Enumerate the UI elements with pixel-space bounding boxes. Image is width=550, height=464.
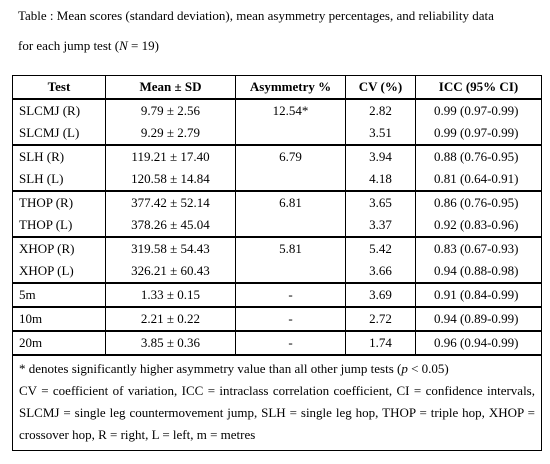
- table-cell: [235, 260, 346, 283]
- table-cell: 5.81: [235, 236, 346, 260]
- table-cell: 0.96 (0.94-0.99): [415, 330, 542, 355]
- table-cell: 10m: [12, 306, 106, 331]
- table-cell: 0.91 (0.84-0.99): [415, 282, 542, 307]
- table-cell: 120.58 ± 14.84: [105, 168, 236, 191]
- header-row: Test Mean ± SD Asymmetry % CV (%) ICC (95% C…: [12, 75, 542, 100]
- table-cell: 9.79 ± 2.56: [105, 99, 236, 122]
- table-cell: 0.81 (0.64-0.91): [415, 168, 542, 191]
- table-cell: 3.94: [345, 144, 416, 168]
- table-cell: 326.21 ± 60.43: [105, 260, 236, 283]
- table-row: THOP (L) 378.26 ± 45.04 3.37 0.92 (0.83-0.9…: [12, 214, 542, 237]
- table-cell: SLH (L): [12, 168, 106, 191]
- table-cell: SLH (R): [12, 144, 106, 168]
- caption-n: N: [119, 38, 128, 53]
- table-cell: 378.26 ± 45.04: [105, 214, 236, 237]
- table-cell: 0.86 (0.76-0.95): [415, 190, 542, 214]
- table-cell: 9.29 ± 2.79: [105, 122, 236, 145]
- footnote: CV = coefficient of variation, ICC = int…: [19, 383, 535, 442]
- table-cell: 6.79: [235, 144, 346, 168]
- table-cell: THOP (R): [12, 190, 106, 214]
- caption-line: Table : Mean scores (standard deviation)…: [18, 8, 494, 24]
- footnote: * denotes significantly higher asymmetry…: [19, 358, 535, 380]
- caption-line: for each jump test (N = 19): [18, 38, 159, 54]
- table-cell: [235, 122, 346, 145]
- results-table: Test Mean ± SD Asymmetry % CV (%) ICC (95% C…: [12, 75, 542, 451]
- table-row: SLCMJ (R) 9.79 ± 2.56 12.54* 2.82 0.99 (0.97…: [12, 99, 542, 122]
- table-cell: 1.33 ± 0.15: [105, 282, 236, 307]
- table-cell: [235, 168, 346, 191]
- table-row: THOP (R) 377.42 ± 52.14 6.81 3.65 0.86 (0.76…: [12, 190, 542, 214]
- table-cell: 0.83 (0.67-0.93): [415, 236, 542, 260]
- table-cell: 0.94 (0.89-0.99): [415, 306, 542, 331]
- table-cell: XHOP (R): [12, 236, 106, 260]
- footnote-text: < 0.05): [407, 361, 449, 376]
- footnote-cell: * denotes significantly higher asymmetry…: [12, 354, 542, 451]
- table-cell: 3.66: [345, 260, 416, 283]
- table-cell: 5m: [12, 282, 106, 307]
- table-cell: 3.65: [345, 190, 416, 214]
- table-cell: 2.21 ± 0.22: [105, 306, 236, 331]
- header-cell: Asymmetry %: [235, 75, 346, 100]
- table-cell: 3.85 ± 0.36: [105, 330, 236, 355]
- table-row: XHOP (R) 319.58 ± 54.43 5.81 5.42 0.83 (0.67…: [12, 236, 542, 260]
- table-cell: 0.92 (0.83-0.96): [415, 214, 542, 237]
- table-cell: 5.42: [345, 236, 416, 260]
- table-cell: 1.74: [345, 330, 416, 355]
- table-cell: [235, 214, 346, 237]
- table-cell: SLCMJ (L): [12, 122, 106, 145]
- table-cell: 3.69: [345, 282, 416, 307]
- table-cell: 119.21 ± 17.40: [105, 144, 236, 168]
- table-cell: 0.94 (0.88-0.98): [415, 260, 542, 283]
- table-cell: 0.99 (0.97-0.99): [415, 99, 542, 122]
- table-row: 10m 2.21 ± 0.22-2.72 0.94 (0.89-0.99): [12, 306, 542, 331]
- table-cell: SLCMJ (R): [12, 99, 106, 122]
- table-row: 5m 1.33 ± 0.15-3.69 0.91 (0.84-0.99): [12, 282, 542, 307]
- table-cell: 12.54*: [235, 99, 346, 122]
- table-cell: THOP (L): [12, 214, 106, 237]
- table-row: SLH (L) 120.58 ± 14.84 4.18 0.81 (0.64-0.91…: [12, 168, 542, 191]
- footnote-text: * denotes significantly higher asymmetry…: [19, 361, 402, 376]
- table-cell: 2.82: [345, 99, 416, 122]
- table-cell: 3.37: [345, 214, 416, 237]
- caption-text: = 19): [127, 38, 159, 53]
- table-cell: -: [235, 282, 346, 307]
- header-cell: ICC (95% CI): [415, 75, 542, 100]
- table-cell: 377.42 ± 52.14: [105, 190, 236, 214]
- caption-text: Table : Mean scores (standard deviation)…: [18, 8, 494, 23]
- footnote-row: * denotes significantly higher asymmetry…: [12, 354, 542, 451]
- caption-text: for each jump test (: [18, 38, 120, 53]
- table-cell: 20m: [12, 330, 106, 355]
- table-cell: 3.51: [345, 122, 416, 145]
- footnote-p: p: [401, 361, 408, 376]
- table-cell: 2.72: [345, 306, 416, 331]
- table-cell: -: [235, 306, 346, 331]
- header-cell: CV (%): [345, 75, 416, 100]
- table-row: 20m 3.85 ± 0.36-1.74 0.96 (0.94-0.99): [12, 330, 542, 355]
- table-row: SLH (R) 119.21 ± 17.40 6.79 3.94 0.88 (0.76-…: [12, 144, 542, 168]
- table-cell: -: [235, 330, 346, 355]
- header-cell: Test: [12, 75, 106, 100]
- table-cell: 0.88 (0.76-0.95): [415, 144, 542, 168]
- header-cell: Mean ± SD: [105, 75, 236, 100]
- table-row: SLCMJ (L) 9.29 ± 2.79 3.51 0.99 (0.97-0.99): [12, 122, 542, 145]
- table-cell: 0.99 (0.97-0.99): [415, 122, 542, 145]
- table-row: XHOP (L) 326.21 ± 60.43 3.66 0.94 (0.88-0.9…: [12, 260, 542, 283]
- table-cell: 4.18: [345, 168, 416, 191]
- table-cell: XHOP (L): [12, 260, 106, 283]
- table-cell: 6.81: [235, 190, 346, 214]
- table-cell: 319.58 ± 54.43: [105, 236, 236, 260]
